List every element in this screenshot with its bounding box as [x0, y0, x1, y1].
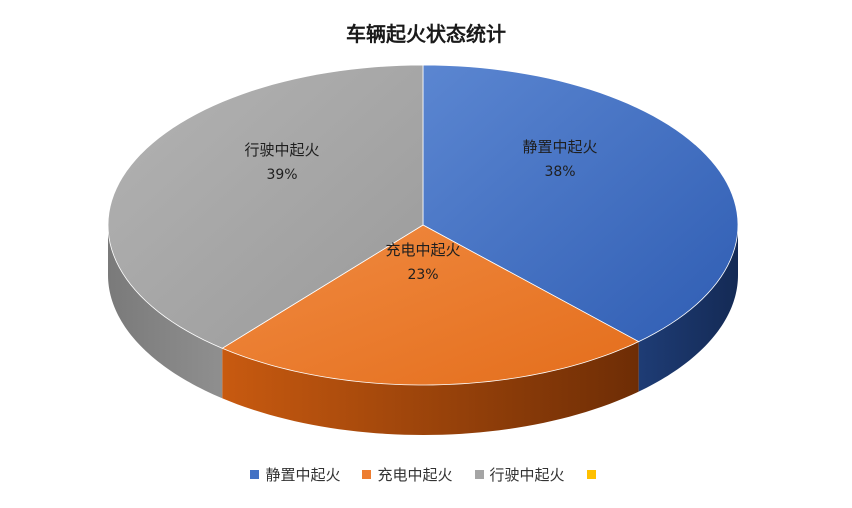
chart-legend: 静置中起火 充电中起火 行驶中起火 — [0, 464, 852, 485]
chart-title: 车辆起火状态统计 — [346, 22, 506, 46]
pie-slice-charging — [221, 224, 640, 386]
legend-label-charging: 充电中起火 — [377, 466, 453, 484]
data-label-static-name: 静置中起火 — [522, 138, 597, 156]
legend-label-driving: 行驶中起火 — [489, 466, 565, 484]
pie-side-charging — [222, 341, 639, 435]
data-label-static-value: 38% — [544, 164, 575, 180]
legend-label-static: 静置中起火 — [265, 466, 341, 484]
legend-item-static: 静置中起火 — [250, 464, 340, 485]
legend-item-charging: 充电中起火 — [362, 464, 453, 485]
pie-slice-driving — [107, 64, 424, 349]
data-label-charging-name: 充电中起火 — [385, 241, 460, 259]
pie-side-static — [638, 225, 738, 392]
legend-swatch-static — [250, 470, 260, 479]
legend-swatch-driving — [474, 470, 484, 479]
legend-swatch-blank — [586, 470, 596, 479]
legend-item-driving: 行驶中起火 — [474, 464, 565, 485]
legend-swatch-charging — [362, 470, 372, 479]
pie-side-driving — [108, 225, 223, 399]
pie-slice-static — [422, 64, 739, 343]
data-label-driving-name: 行驶中起火 — [244, 141, 319, 159]
data-label-driving-value: 39% — [266, 167, 297, 183]
data-label-charging-value: 23% — [407, 267, 438, 283]
legend-item-blank — [586, 470, 602, 479]
